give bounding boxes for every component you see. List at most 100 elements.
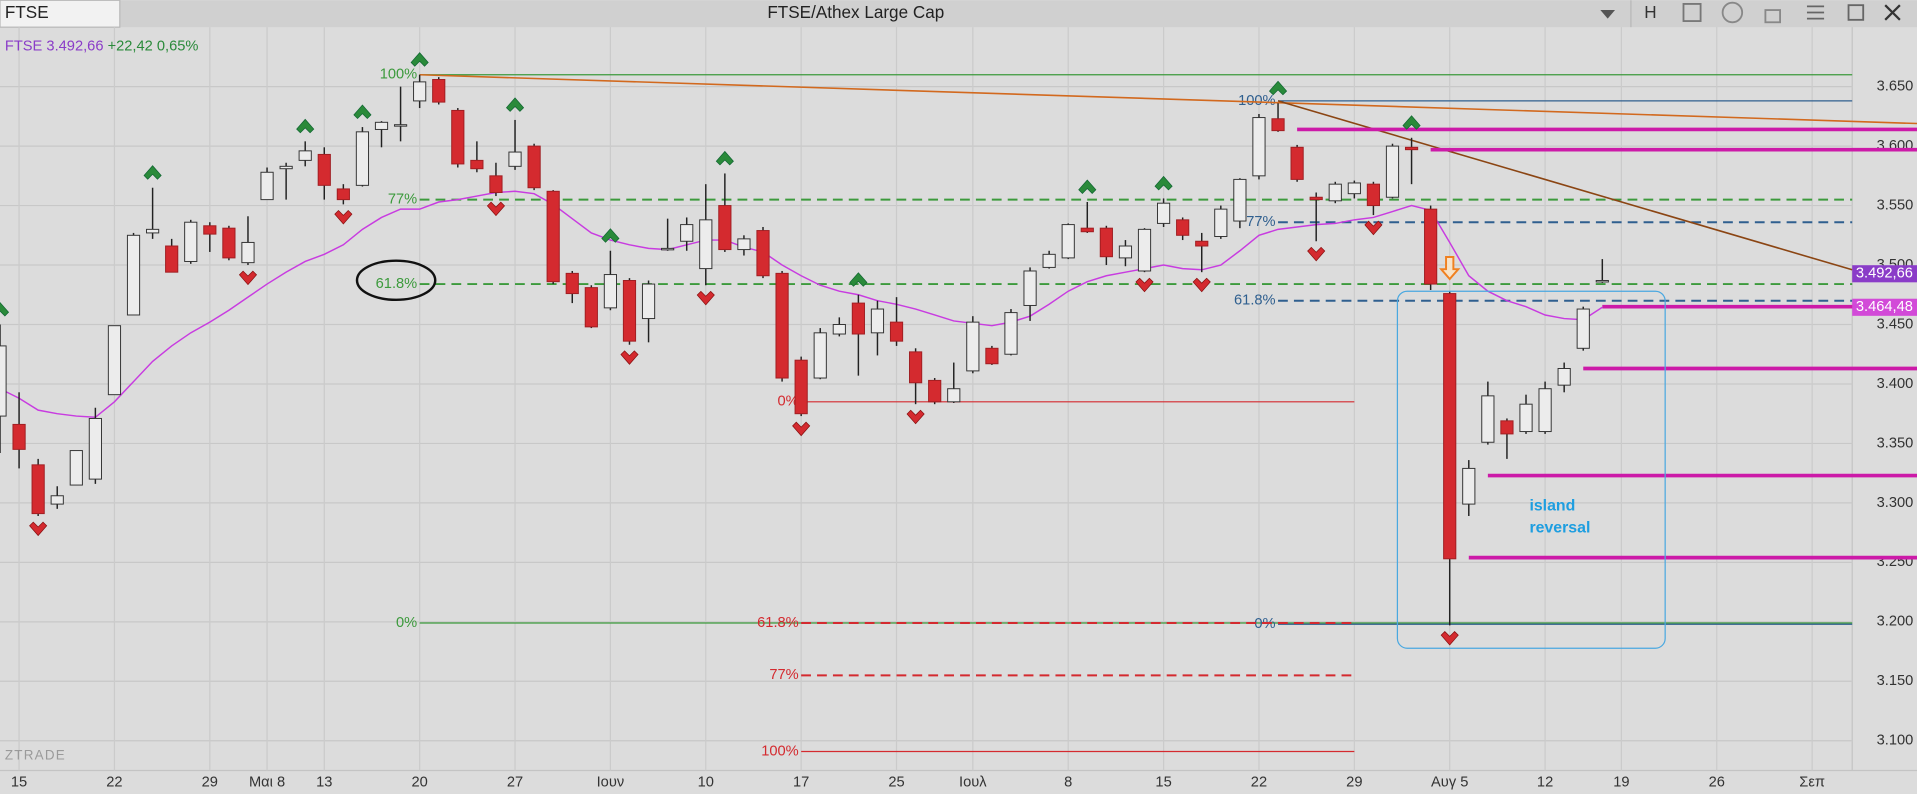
- candle-body: [603, 274, 618, 309]
- sell-arrow: [1439, 255, 1461, 281]
- menu-button[interactable]: [1806, 5, 1825, 20]
- candle-body: [680, 224, 694, 242]
- candle-body: [279, 165, 293, 170]
- candle-body: [1309, 196, 1323, 201]
- legend-price: 3.492,66: [46, 39, 103, 55]
- x-tick-label: 10: [698, 775, 714, 791]
- candle-body: [355, 131, 370, 186]
- x-tick-label: 27: [507, 775, 523, 791]
- sell-signal: [238, 270, 258, 286]
- candle-body: [851, 302, 865, 335]
- x-tick-label: Μαι 8: [249, 775, 285, 791]
- x-tick-label: 25: [888, 775, 904, 791]
- candle-body: [1404, 146, 1419, 151]
- fib-label: 61.8%: [757, 615, 799, 631]
- x-tick-label: Σεπ: [1799, 775, 1825, 791]
- candle-body: [31, 464, 45, 515]
- sell-signal: [486, 201, 506, 217]
- trendline: [419, 73, 1917, 125]
- candle-body: [1576, 308, 1590, 349]
- comment-button[interactable]: [1721, 1, 1744, 24]
- watermark: ZTRADE: [5, 747, 66, 762]
- candle-body: [1557, 368, 1571, 386]
- candle-body: [527, 145, 541, 189]
- x-tick-label: 15: [11, 775, 27, 791]
- x-tick-label: 29: [1346, 775, 1362, 791]
- highlight-ellipse: [355, 259, 437, 302]
- candle-body: [222, 227, 236, 259]
- x-tick-label: 22: [106, 775, 122, 791]
- h-button[interactable]: H: [1644, 3, 1656, 22]
- candle-body: [1061, 224, 1075, 259]
- candle-body: [126, 234, 141, 316]
- fib-label: 61.8%: [376, 276, 418, 292]
- x-tick-label: 15: [1155, 775, 1171, 791]
- fib-label: 0%: [396, 615, 417, 631]
- candle-body: [165, 245, 179, 273]
- candle-body: [1595, 280, 1609, 283]
- x-tick-label: 20: [411, 775, 427, 791]
- sell-signal: [1192, 277, 1211, 293]
- candle-body: [546, 190, 560, 283]
- legend-change: +22,42 0,65%: [108, 39, 199, 55]
- candle-body: [489, 175, 503, 193]
- fib-label: 0%: [778, 394, 799, 410]
- x-tick-label: 13: [316, 775, 332, 791]
- chart-title: FTSE/Athex Large Cap: [767, 3, 944, 22]
- buy-signal: [715, 150, 734, 166]
- x-tick-label: 8: [1064, 775, 1072, 791]
- close-button[interactable]: [1884, 4, 1901, 21]
- buy-signal: [505, 97, 525, 112]
- symbol-tab[interactable]: [0, 0, 121, 28]
- candle-body: [393, 124, 408, 127]
- candle-body: [88, 417, 102, 480]
- candle-body: [565, 272, 579, 295]
- y-tick-label: 3.400: [1877, 376, 1914, 392]
- buy-signal: [601, 228, 620, 243]
- candle-body: [832, 324, 846, 335]
- buy-signal: [1402, 115, 1421, 130]
- fib-label: 77%: [769, 667, 798, 683]
- symbol-tab-text: FTSE: [5, 3, 49, 22]
- annotation: island: [1529, 498, 1575, 515]
- buy-signal: [849, 272, 868, 287]
- sell-signal: [620, 350, 639, 365]
- buy-signal: [0, 301, 10, 317]
- candle-body: [909, 351, 923, 384]
- sell-signal: [1307, 246, 1326, 262]
- sell-signal: [792, 421, 811, 437]
- fib-label: 100%: [380, 67, 417, 83]
- annotation: reversal: [1529, 520, 1590, 537]
- candle-body: [622, 280, 637, 342]
- lock-button[interactable]: [1764, 9, 1781, 24]
- y-tick-label: 3.550: [1877, 197, 1914, 213]
- legend: FTSE 3.492,66 +22,42 0,65%: [5, 39, 199, 55]
- candle-body: [1424, 208, 1438, 285]
- candle-body: [1156, 202, 1171, 224]
- dropdown-button[interactable]: [1600, 10, 1616, 19]
- x-tick-label: Ιουλ: [959, 775, 987, 791]
- price-tag: [1852, 265, 1917, 283]
- candle-body: [1099, 227, 1113, 258]
- candle-body: [317, 153, 331, 186]
- sell-signal: [334, 209, 353, 225]
- candle-body: [451, 109, 465, 165]
- candle-body: [508, 151, 522, 167]
- candle-body: [1004, 312, 1018, 355]
- x-tick-label: Αυγ 5: [1431, 775, 1468, 791]
- x-tick-label: Ιουν: [597, 775, 625, 791]
- candle-body: [1137, 228, 1152, 272]
- restore-button[interactable]: [1847, 4, 1865, 21]
- candle-body: [432, 79, 446, 103]
- candle-body: [966, 321, 980, 372]
- buy-signal: [1268, 80, 1288, 96]
- buy-signal: [1154, 175, 1173, 191]
- y-tick-label: 3.150: [1877, 673, 1914, 689]
- layout-button[interactable]: [1682, 3, 1702, 22]
- buy-signal: [296, 118, 315, 134]
- candle-body: [241, 241, 255, 264]
- candle-body: [756, 230, 770, 277]
- candle-body: [50, 495, 64, 505]
- buy-signal: [410, 52, 429, 67]
